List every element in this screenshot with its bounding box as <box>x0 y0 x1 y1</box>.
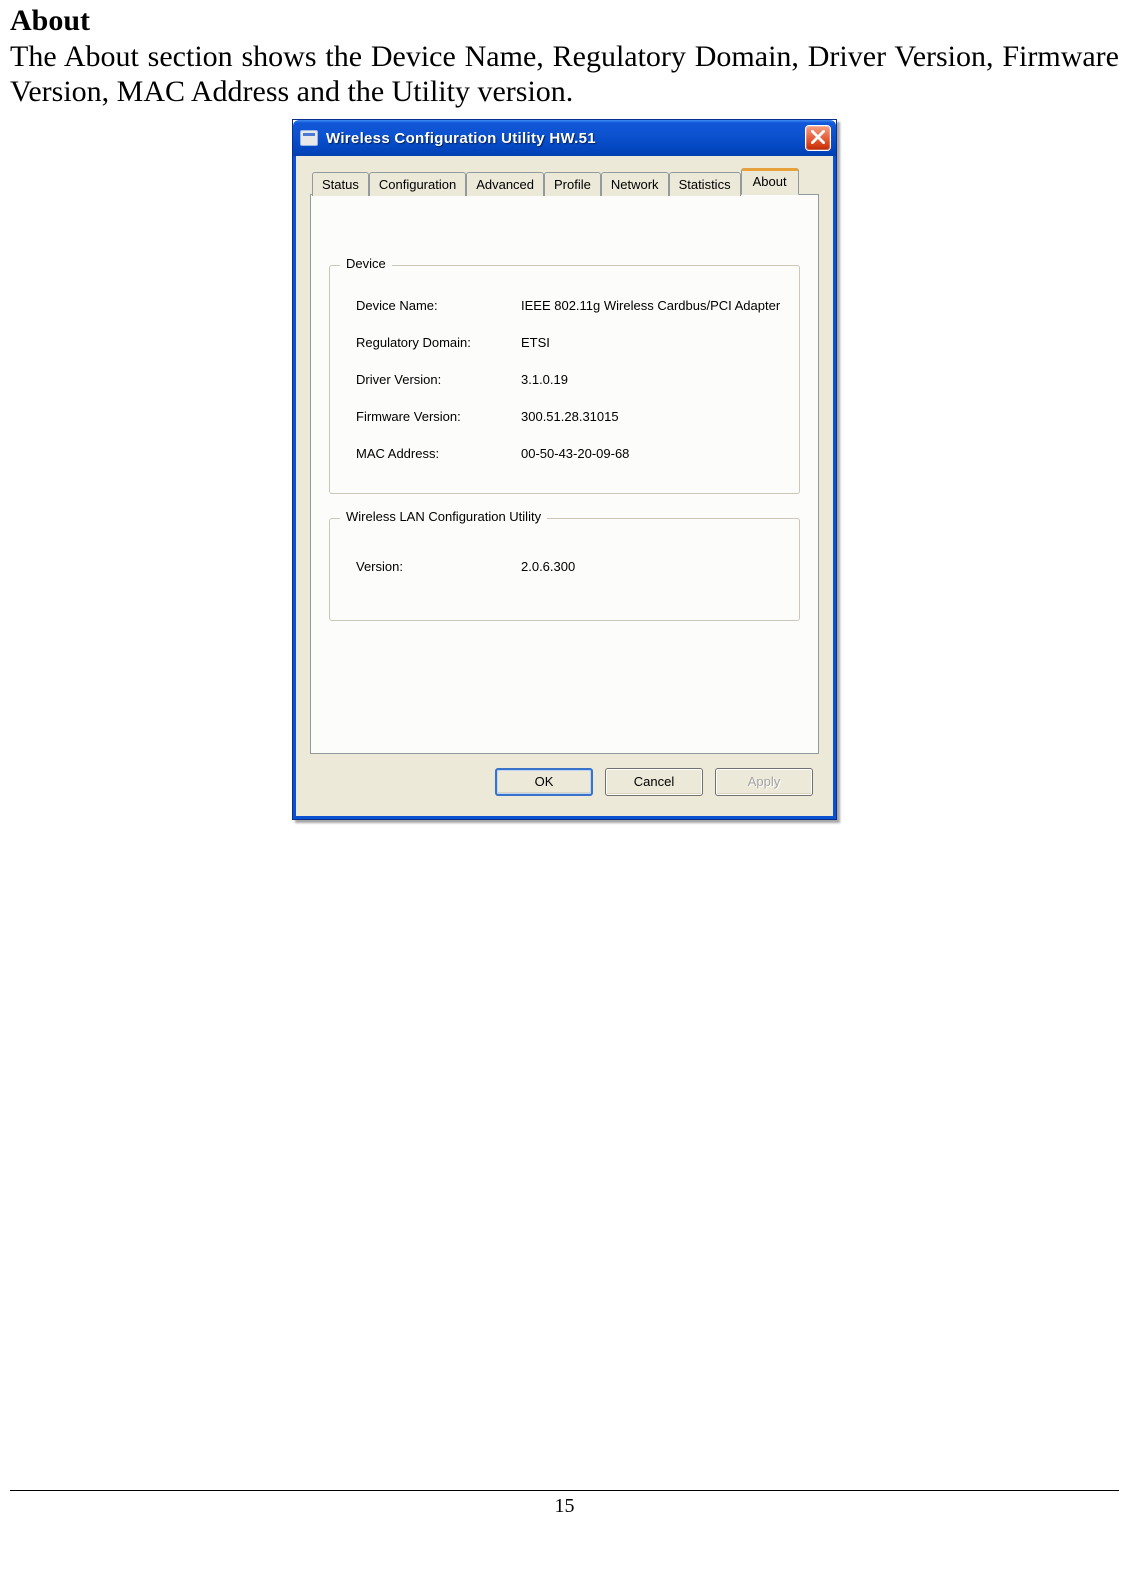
value-regulatory-domain: ETSI <box>521 335 550 350</box>
tab-configuration[interactable]: Configuration <box>369 172 466 196</box>
close-icon <box>811 130 825 147</box>
tab-network[interactable]: Network <box>601 172 669 196</box>
dialog-client-area: Status Configuration Advanced Profile Ne… <box>293 156 836 819</box>
field-regulatory-domain: Regulatory Domain: ETSI <box>356 335 781 350</box>
dialog-button-row: OK Cancel Apply <box>310 768 819 796</box>
cancel-button[interactable]: Cancel <box>605 768 703 796</box>
titlebar[interactable]: Wireless Configuration Utility HW.51 <box>293 120 836 156</box>
apply-button: Apply <box>715 768 813 796</box>
config-dialog: Wireless Configuration Utility HW.51 Sta… <box>292 119 837 820</box>
section-description: The About section shows the Device Name,… <box>10 40 1119 109</box>
value-firmware-version: 300.51.28.31015 <box>521 409 619 424</box>
page-footer-rule <box>10 1490 1119 1491</box>
tab-about[interactable]: About <box>741 168 799 195</box>
field-utility-version: Version: 2.0.6.300 <box>356 559 781 574</box>
close-button[interactable] <box>805 125 831 151</box>
tab-status[interactable]: Status <box>312 172 369 196</box>
tab-panel-about: Device Device Name: IEEE 802.11g Wireles… <box>310 194 819 754</box>
app-icon <box>300 130 318 146</box>
field-device-name: Device Name: IEEE 802.11g Wireless Cardb… <box>356 298 781 313</box>
value-driver-version: 3.1.0.19 <box>521 372 568 387</box>
section-heading: About <box>10 4 1119 38</box>
label-mac-address: MAC Address: <box>356 446 521 461</box>
value-utility-version: 2.0.6.300 <box>521 559 575 574</box>
field-driver-version: Driver Version: 3.1.0.19 <box>356 372 781 387</box>
tab-advanced[interactable]: Advanced <box>466 172 544 196</box>
label-utility-version: Version: <box>356 559 521 574</box>
tab-strip: Status Configuration Advanced Profile Ne… <box>310 168 819 195</box>
field-mac-address: MAC Address: 00-50-43-20-09-68 <box>356 446 781 461</box>
label-device-name: Device Name: <box>356 298 521 313</box>
tab-statistics[interactable]: Statistics <box>669 172 741 196</box>
tab-profile[interactable]: Profile <box>544 172 601 196</box>
group-device: Device Device Name: IEEE 802.11g Wireles… <box>329 265 800 494</box>
value-device-name: IEEE 802.11g Wireless Cardbus/PCI Adapte… <box>521 298 780 313</box>
field-firmware-version: Firmware Version: 300.51.28.31015 <box>356 409 781 424</box>
group-utility: Wireless LAN Configuration Utility Versi… <box>329 518 800 621</box>
label-firmware-version: Firmware Version: <box>356 409 521 424</box>
value-mac-address: 00-50-43-20-09-68 <box>521 446 629 461</box>
ok-button[interactable]: OK <box>495 768 593 796</box>
page-number: 15 <box>0 1495 1129 1518</box>
label-driver-version: Driver Version: <box>356 372 521 387</box>
group-device-legend: Device <box>340 256 392 271</box>
window-title: Wireless Configuration Utility HW.51 <box>326 130 805 147</box>
group-utility-legend: Wireless LAN Configuration Utility <box>340 509 547 524</box>
label-regulatory-domain: Regulatory Domain: <box>356 335 521 350</box>
